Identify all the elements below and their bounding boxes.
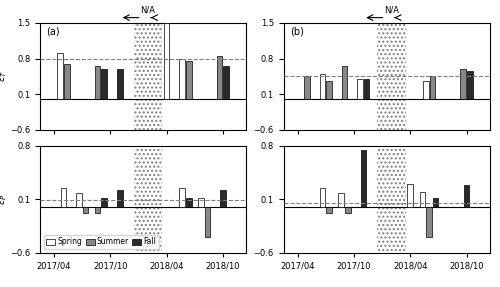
Bar [95, 207, 100, 213]
Bar [467, 71, 472, 99]
Bar [204, 207, 210, 237]
Bar [220, 190, 226, 207]
Text: (b): (b) [290, 26, 304, 36]
Bar [134, 146, 162, 253]
Bar [102, 69, 107, 99]
Bar [134, 23, 162, 130]
Bar [186, 198, 192, 207]
Bar [224, 66, 229, 99]
Bar [217, 56, 222, 99]
Bar [180, 59, 185, 99]
Bar [186, 61, 192, 99]
Bar [420, 191, 425, 207]
Bar [364, 79, 370, 99]
Bar [430, 76, 435, 99]
Bar [117, 190, 122, 207]
Bar [342, 66, 347, 99]
Bar [378, 23, 406, 130]
Bar [180, 188, 185, 207]
Bar [433, 198, 438, 207]
Bar [345, 207, 350, 213]
Bar [117, 69, 122, 99]
Bar [82, 207, 88, 213]
Bar [338, 193, 344, 207]
Bar [102, 198, 107, 207]
Bar [164, 23, 170, 99]
Bar [326, 82, 332, 99]
Y-axis label: $\varepsilon_T$: $\varepsilon_T$ [0, 70, 8, 82]
Bar [358, 79, 363, 99]
Bar [378, 146, 406, 253]
Bar [58, 53, 63, 99]
Bar [76, 193, 82, 207]
Text: N/A: N/A [140, 5, 156, 14]
Bar [426, 207, 432, 237]
Bar [320, 188, 326, 207]
Bar [320, 74, 326, 99]
Bar [64, 64, 70, 99]
Bar [304, 76, 310, 99]
Bar [378, 23, 406, 130]
Legend: Spring, Summer, Fall: Spring, Summer, Fall [44, 235, 159, 249]
Bar [134, 146, 162, 253]
Bar [408, 184, 413, 207]
Bar [60, 188, 66, 207]
Bar [95, 66, 100, 99]
Bar [464, 185, 469, 207]
Bar [198, 198, 203, 207]
Y-axis label: $\varepsilon_P$: $\varepsilon_P$ [0, 193, 8, 205]
Text: N/A: N/A [384, 5, 399, 14]
Bar [360, 150, 366, 207]
Bar [326, 207, 332, 213]
Bar [460, 69, 466, 99]
Text: (a): (a) [46, 26, 60, 36]
Bar [134, 23, 162, 130]
Bar [378, 146, 406, 253]
Bar [423, 82, 428, 99]
